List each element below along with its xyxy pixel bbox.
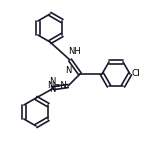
- Text: NH: NH: [68, 47, 81, 56]
- Text: N: N: [50, 85, 56, 95]
- Text: N: N: [66, 66, 72, 75]
- Text: N: N: [50, 78, 56, 86]
- Text: N=N: N=N: [47, 80, 67, 90]
- Text: Cl: Cl: [132, 70, 141, 78]
